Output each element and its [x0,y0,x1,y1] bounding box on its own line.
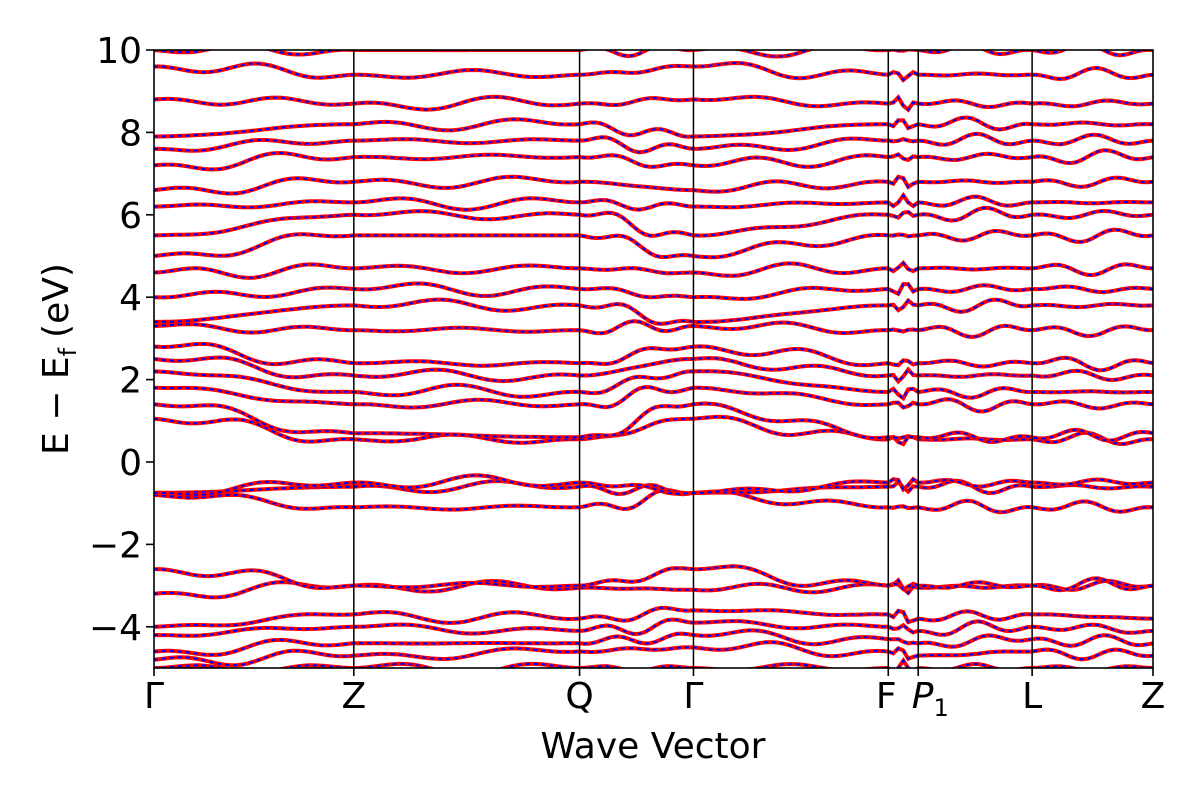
y-tick-label: 10 [96,31,142,72]
band-line-red [154,297,1153,326]
band-line-red [154,640,1153,668]
high-symmetry-lines [353,50,1033,668]
band-lines [154,50,1153,668]
band-line-red [154,115,1153,139]
y-tick-label: 0 [119,443,142,484]
band-line-blue [154,386,1153,413]
band-line-blue [154,606,1153,628]
band-line-blue [154,193,1153,211]
x-tick-label: F [876,676,897,717]
band-line-blue [154,402,1153,444]
band-line-blue [154,149,1153,171]
band-line-blue [154,356,1153,383]
band-line-blue [154,116,1153,138]
band-line-blue [154,474,1153,496]
band-line-blue [154,95,1153,112]
x-tick-label: Γ [144,676,164,717]
band-line-blue [154,206,1153,237]
y-axis-ticks: −4 −2 0 2 4 6 8 10 [89,31,154,649]
band-line-blue [154,641,1153,667]
x-tick-label: P1 [912,676,949,722]
band-line-blue [154,175,1153,195]
y-tick-label: 8 [119,113,142,154]
y-tick-label: −2 [89,525,142,566]
y-tick-label: 6 [119,196,142,237]
band-line-blue [154,658,1153,668]
band-line-blue [154,629,1153,656]
band-line-red [154,191,1153,212]
y-axis-label: E − Ef (eV) [36,263,82,455]
band-line-blue [154,50,1153,58]
band-line-red [154,60,1153,83]
band-line-blue [154,565,1153,592]
band-line-blue [154,132,1153,154]
band-line-blue [154,261,1153,279]
x-axis-ticks: Γ Z Q Γ F P1 L Z [144,668,1165,722]
x-tick-label: Z [1141,676,1166,717]
band-line-blue [154,370,1153,400]
x-tick-label: Z [341,676,366,717]
y-tick-label: −4 [89,608,142,649]
plot-frame [153,49,1154,669]
y-tick-label: 4 [119,278,142,319]
band-line-red [154,414,1153,447]
y-axis-label-sub: f [54,347,82,356]
x-tick-label: L [1022,676,1042,717]
x-tick-label: Γ [683,676,703,717]
y-axis-label-main: E − E [36,356,77,455]
band-line-blue [154,282,1153,300]
band-line-blue [154,228,1153,259]
band-line-blue [154,320,1153,339]
band-line-blue [154,298,1153,325]
band-line-blue [154,342,1153,372]
band-line-blue [154,618,1153,637]
band-line-blue [154,61,1153,82]
y-tick-label: 2 [119,361,142,402]
y-axis-label-unit: (eV) [36,263,77,338]
x-tick-label: Q [565,676,593,717]
x-axis-label: Wave Vector [541,726,766,767]
band-line-blue [154,488,1153,514]
